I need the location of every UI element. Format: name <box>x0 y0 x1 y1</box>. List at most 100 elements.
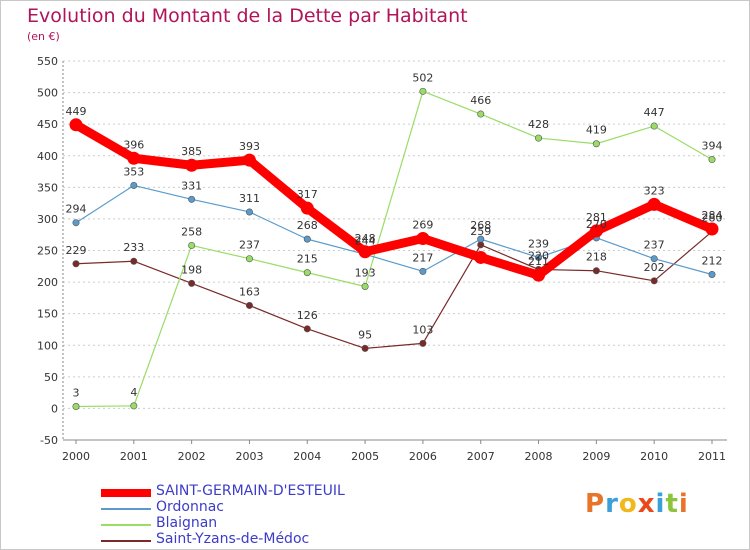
data-point <box>708 271 716 279</box>
data-point <box>69 118 83 132</box>
data-point <box>245 301 253 309</box>
data-label: 353 <box>123 165 144 178</box>
data-label: 239 <box>528 237 549 250</box>
y-tick-label: 100 <box>37 339 58 352</box>
x-tick-label: 2008 <box>525 450 553 463</box>
x-tick-label: 2002 <box>178 450 206 463</box>
data-label: 311 <box>239 192 260 205</box>
x-tick-label: 2005 <box>351 450 379 463</box>
data-point <box>130 257 138 265</box>
data-point <box>647 197 661 211</box>
data-label: 215 <box>297 253 318 266</box>
legend-item: SAINT-GERMAIN-D'ESTEUIL <box>101 483 401 501</box>
y-tick-label: 50 <box>44 371 58 384</box>
legend-item: Saint-Yzans-de-Médoc <box>101 531 401 549</box>
data-point <box>650 277 658 285</box>
data-label: 393 <box>239 140 260 153</box>
x-tick-label: 2006 <box>409 450 437 463</box>
data-label: 103 <box>412 323 433 336</box>
x-tick-label: 2007 <box>467 450 495 463</box>
data-label: 284 <box>702 209 723 222</box>
data-point <box>535 134 543 142</box>
data-label: 220 <box>528 249 549 262</box>
y-tick-label: 150 <box>37 308 58 321</box>
logo-letter: r <box>605 489 619 519</box>
data-point <box>130 181 138 189</box>
data-point <box>705 222 719 236</box>
data-label: 428 <box>528 118 549 131</box>
data-label: 268 <box>470 219 491 232</box>
y-tick-label: 0 <box>51 402 58 415</box>
y-tick-label: 450 <box>37 118 58 131</box>
data-label: 211 <box>528 255 549 268</box>
legend-swatch <box>101 524 151 526</box>
data-label: 244 <box>355 234 376 247</box>
data-label: 163 <box>239 285 260 298</box>
y-tick-label: 550 <box>37 55 58 68</box>
data-label: 447 <box>644 106 665 119</box>
data-point <box>592 267 600 275</box>
data-label: 202 <box>644 261 665 274</box>
data-point <box>477 110 485 118</box>
data-label: 270 <box>586 218 607 231</box>
legend-label: Blaignan <box>156 515 218 531</box>
logo-letter: i <box>678 489 689 519</box>
data-point <box>708 156 716 164</box>
series-line-1 <box>75 184 713 276</box>
data-point <box>650 122 658 130</box>
data-point <box>532 268 546 282</box>
data-label: 259 <box>470 225 491 238</box>
data-point <box>303 325 311 333</box>
data-label: 237 <box>644 239 665 252</box>
data-label: 237 <box>239 239 260 252</box>
logo-letter: x <box>637 489 656 519</box>
data-point <box>650 255 658 263</box>
legend-label: Ordonnac <box>156 499 225 515</box>
data-label: 331 <box>181 179 202 192</box>
data-point <box>303 235 311 243</box>
chart-title: Evolution du Montant de la Dette par Hab… <box>27 5 468 27</box>
plot-area <box>63 61 727 440</box>
legend-swatch <box>101 508 151 510</box>
data-label: 218 <box>586 251 607 264</box>
data-label: 317 <box>297 188 318 201</box>
legend-swatch <box>101 540 151 542</box>
y-tick-label: 350 <box>37 181 58 194</box>
data-point <box>592 140 600 148</box>
x-tick-label: 2011 <box>698 450 726 463</box>
data-label: 193 <box>355 267 376 280</box>
data-label: 394 <box>702 140 723 153</box>
data-point <box>245 208 253 216</box>
data-point <box>245 255 253 263</box>
data-label: 229 <box>66 244 87 257</box>
data-point <box>477 235 485 243</box>
x-tick-label: 2004 <box>293 450 321 463</box>
x-tick-label: 2000 <box>62 450 90 463</box>
data-label: 3 <box>73 387 80 400</box>
legend-item: Ordonnac <box>101 499 401 517</box>
x-tick-label: 2010 <box>640 450 668 463</box>
data-point <box>416 231 430 245</box>
y-tick-label: 250 <box>37 245 58 258</box>
proxiti-logo: Proxiti <box>585 489 689 519</box>
data-point <box>130 402 138 410</box>
data-label: 258 <box>181 225 202 238</box>
data-point <box>535 253 543 261</box>
y-tick-label: -50 <box>40 434 58 447</box>
data-label: 269 <box>412 218 433 231</box>
data-point <box>589 224 603 238</box>
data-label: 217 <box>412 251 433 264</box>
logo-letter: t <box>665 489 679 519</box>
data-point <box>188 195 196 203</box>
data-point <box>72 219 80 227</box>
data-point <box>419 87 427 95</box>
data-label: 233 <box>123 241 144 254</box>
data-point <box>127 151 141 165</box>
data-label: 268 <box>297 219 318 232</box>
data-point <box>188 241 196 249</box>
data-point <box>72 403 80 411</box>
data-point <box>361 283 369 291</box>
data-label: 248 <box>355 232 376 245</box>
